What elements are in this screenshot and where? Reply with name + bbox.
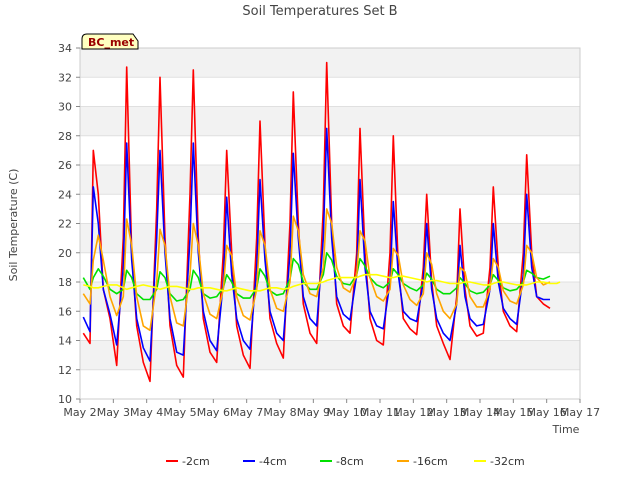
chart-title: Soil Temperatures Set B: [242, 4, 397, 19]
legend-label: -32cm: [490, 455, 525, 468]
plot-band: [80, 282, 580, 312]
x-tick-label: May 13: [427, 406, 467, 419]
plot-band: [80, 77, 580, 107]
x-axis-label: Time: [552, 423, 580, 436]
x-tick-label: May 5: [163, 406, 196, 419]
x-tick-label: May 17: [560, 406, 600, 419]
series-line-minus-8cm: [82, 252, 551, 302]
series-line-minus-4cm: [82, 127, 550, 362]
station-badge: BC_met: [81, 33, 139, 50]
series-lines: [82, 61, 561, 383]
x-tick-label: May 10: [327, 406, 367, 419]
plot-band: [80, 106, 580, 136]
series-line-minus-2cm: [82, 61, 551, 383]
plot-band: [80, 311, 580, 341]
y-tick-label: 24: [58, 188, 72, 201]
legend-label: -2cm: [182, 455, 210, 468]
x-tick-label: May 4: [130, 406, 163, 419]
y-tick-label: 18: [58, 276, 72, 289]
x-tick-label: May 3: [97, 406, 130, 419]
y-tick-label: 10: [58, 393, 72, 406]
legend-label: -8cm: [336, 455, 364, 468]
y-tick-label: 30: [58, 101, 72, 114]
y-tick-label: 34: [58, 42, 72, 55]
station-badge-label: BC_met: [88, 36, 134, 49]
x-tick-label: May 8: [263, 406, 296, 419]
x-tick-label: May 14: [460, 406, 500, 419]
x-tick-label: May 12: [393, 406, 433, 419]
x-tick-label: May 11: [360, 406, 400, 419]
x-tick-label: May 2: [63, 406, 96, 419]
legend-label: -16cm: [413, 455, 448, 468]
y-axis: 10 12 14 16 18 20 22 24 26 28 30 32 34: [58, 42, 80, 406]
legend-label: -4cm: [259, 455, 287, 468]
y-tick-label: 22: [58, 218, 72, 231]
plot-band: [80, 48, 580, 78]
y-tick-label: 16: [58, 305, 72, 318]
x-tick-label: May 7: [230, 406, 263, 419]
x-axis: May 2 May 3 May 4 May 5 May 6 May 7 May 8 May 9…: [63, 399, 600, 419]
x-tick-label: May 6: [197, 406, 230, 419]
y-tick-label: 28: [58, 130, 72, 143]
legend: -2cm -4cm -8cm -16cm -32cm: [166, 455, 525, 468]
y-axis-label: Soil Temperature (C): [7, 169, 20, 282]
y-tick-label: 32: [58, 71, 72, 84]
series-line-minus-16cm: [82, 208, 551, 332]
y-tick-label: 14: [58, 335, 72, 348]
x-tick-label: May 16: [527, 406, 567, 419]
plot-band: [80, 340, 580, 370]
y-tick-label: 12: [58, 364, 72, 377]
series-line-minus-32cm: [83, 273, 561, 292]
x-tick-label: May 9: [297, 406, 330, 419]
y-tick-label: 20: [58, 247, 72, 260]
plot-band: [80, 369, 580, 399]
x-tick-label: May 15: [493, 406, 533, 419]
y-tick-label: 26: [58, 159, 72, 172]
